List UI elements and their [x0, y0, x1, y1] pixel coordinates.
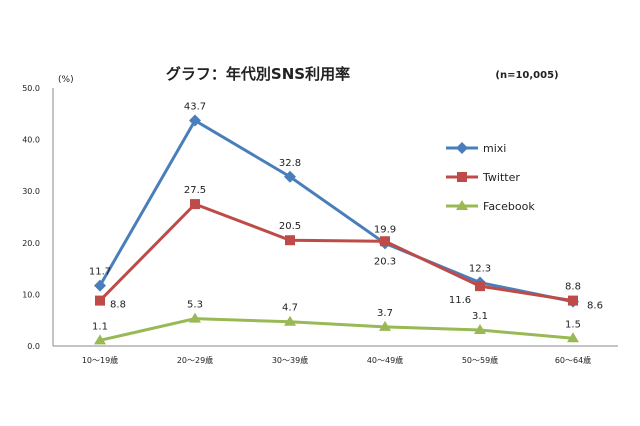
y-tick-label: 40.0: [22, 136, 40, 145]
data-label: 8.6: [587, 301, 603, 312]
chart-subtitle: (n=10,005): [495, 70, 558, 81]
marker-diamond: [284, 170, 296, 183]
series-twitter: 8.8 27.5 20.5 20.3 11.6 8.8: [95, 185, 581, 311]
data-label: 4.7: [282, 303, 298, 314]
marker-triangle: [94, 334, 106, 345]
data-label: 20.5: [279, 221, 301, 232]
series-line: [98, 202, 574, 303]
marker-triangle: [284, 315, 296, 326]
y-axis-label: (%): [58, 75, 74, 85]
marker-triangle: [189, 312, 201, 323]
marker-square: [190, 199, 200, 210]
data-label: 1.1: [92, 321, 108, 332]
marker-triangle: [456, 200, 468, 210]
chart-title: グラフ：年代別SNS利用率: [166, 65, 350, 83]
data-label: 11.7: [89, 267, 111, 278]
x-tick-label: 30～39歳: [272, 355, 308, 365]
data-label: 43.7: [184, 102, 206, 113]
marker-square: [285, 235, 295, 246]
x-tick-label: 50～59歳: [462, 355, 498, 365]
x-tick-label: 20～29歳: [177, 355, 213, 365]
y-tick-label: 0.0: [27, 342, 40, 351]
marker-square: [475, 281, 485, 292]
data-label: 3.1: [472, 311, 488, 322]
marker-square: [380, 236, 390, 247]
marker-triangle: [567, 332, 579, 343]
series-facebook: 1.1 5.3 4.7 3.7 3.1 1.5: [92, 300, 581, 345]
legend-label: Facebook: [483, 200, 535, 213]
series-line: [98, 118, 574, 304]
data-label: 1.5: [565, 319, 581, 330]
legend-label: Twitter: [482, 171, 520, 184]
marker-diamond: [189, 114, 201, 127]
marker-diamond: [456, 142, 468, 154]
data-label: 11.6: [449, 295, 471, 306]
marker-triangle: [474, 324, 486, 335]
marker-square: [95, 295, 105, 306]
data-label: 8.8: [565, 282, 581, 293]
y-tick-label: 20.0: [22, 239, 40, 248]
data-label: 12.3: [469, 264, 491, 275]
marker-square: [457, 172, 467, 182]
data-label: 27.5: [184, 185, 206, 196]
x-tick-label: 60～64歳: [555, 355, 591, 365]
data-label: 19.9: [374, 224, 396, 235]
data-label: 5.3: [187, 300, 203, 311]
y-tick-label: 10.0: [22, 290, 40, 299]
legend-label: mixi: [483, 142, 506, 155]
legend-item: Facebook: [446, 200, 535, 213]
x-tick-label: 10～19歳: [82, 355, 118, 365]
data-label: 3.7: [377, 308, 393, 319]
marker-diamond: [94, 279, 106, 292]
data-label: 8.8: [110, 300, 126, 311]
legend-item: Twitter: [446, 171, 520, 184]
series-line: [99, 317, 574, 342]
y-tick-label: 50.0: [22, 84, 40, 93]
data-label: 32.8: [279, 158, 301, 169]
legend-item: mixi: [446, 142, 506, 155]
marker-triangle: [379, 320, 391, 331]
x-tick-label: 40～49歳: [367, 355, 403, 365]
data-label: 20.3: [374, 256, 396, 267]
marker-square: [568, 295, 578, 306]
y-tick-label: 30.0: [22, 187, 40, 196]
